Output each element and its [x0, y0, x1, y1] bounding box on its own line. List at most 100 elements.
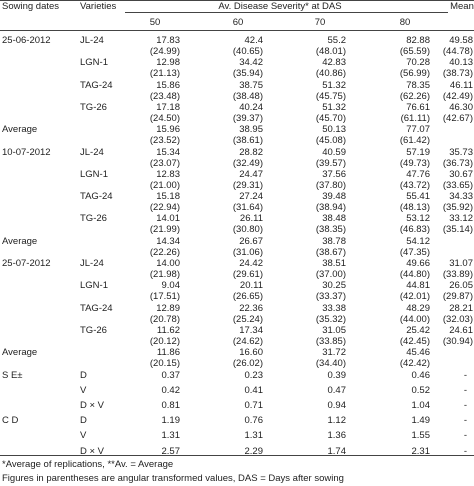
transformed-value: (49.73): [399, 157, 430, 169]
value: 82.88: [406, 35, 430, 46]
transformed-value: (37.00): [315, 269, 346, 280]
value: 15.34: [156, 146, 180, 158]
mean-transformed: (35.14): [442, 224, 473, 236]
mean: 24.61: [449, 324, 473, 336]
row-label: Average: [2, 235, 38, 247]
variety: LGN-1: [80, 168, 108, 180]
rule: [0, 30, 474, 31]
mean: 35.73: [449, 146, 473, 158]
variety: JL-24: [80, 35, 104, 46]
row-label: S E±: [2, 369, 23, 381]
mean: 30.67: [449, 168, 473, 180]
transformed-value: (39.37): [232, 112, 263, 124]
value: 1.19: [161, 415, 181, 427]
value: 70.28: [406, 57, 430, 69]
value: 14.34: [156, 235, 180, 247]
value: 1.49: [411, 415, 431, 427]
transformed-value: (34.40): [315, 358, 346, 370]
value: 57.19: [406, 146, 430, 158]
row-label: Average: [2, 347, 38, 359]
header-cell: 60: [232, 17, 244, 28]
value: 1.36: [327, 430, 347, 442]
transformed-value: (30.80): [232, 224, 263, 236]
transformed-value: (42.01): [399, 291, 430, 303]
value: 15.18: [156, 191, 180, 203]
transformed-value: (65.59): [399, 46, 430, 57]
variety: JL-24: [80, 258, 104, 269]
value: 48.29: [406, 302, 430, 314]
value: 47.76: [406, 168, 430, 180]
transformed-value: (42.45): [399, 335, 430, 347]
transformed-value: (21.13): [149, 68, 180, 80]
transformed-value: (38.48): [232, 90, 263, 102]
value: 38.75: [239, 79, 263, 91]
variety: D: [80, 369, 87, 381]
value: 1.74: [327, 445, 347, 457]
value: 9.04: [161, 280, 181, 292]
value: 25.42: [406, 324, 430, 336]
value: 0.42: [161, 384, 181, 396]
value: 0.71: [244, 399, 264, 411]
value: 38.51: [322, 258, 346, 269]
mean-transformed: (42.67): [442, 112, 473, 124]
value: 0.47: [327, 384, 347, 396]
value: 12.98: [156, 57, 180, 69]
transformed-value: (20.15): [149, 358, 180, 370]
transformed-value: (20.78): [149, 313, 180, 325]
mean: -: [463, 399, 467, 411]
transformed-value: (38.67): [315, 246, 346, 258]
value: 0.39: [327, 369, 347, 381]
value: 15.86: [156, 79, 180, 91]
value: 0.81: [161, 399, 181, 411]
header-cell: 80: [399, 17, 411, 28]
transformed-value: (21.99): [149, 224, 180, 236]
transformed-value: (44.00): [399, 313, 430, 325]
transformed-value: (24.62): [232, 335, 263, 347]
value: 78.35: [406, 79, 430, 91]
transformed-value: (23.07): [149, 157, 180, 169]
transformed-value: (22.26): [149, 246, 180, 258]
row-label: C D: [2, 415, 19, 427]
transformed-value: (22.94): [149, 202, 180, 214]
transformed-value: (33.37): [315, 291, 346, 303]
mean-transformed: (44.78): [442, 46, 473, 57]
value: 17.83: [156, 35, 180, 46]
value: 2.29: [244, 445, 264, 457]
mean-transformed: (29.87): [442, 291, 473, 303]
value: 53.12: [406, 213, 430, 225]
value: 45.46: [406, 347, 430, 359]
value: 2.31: [411, 445, 431, 457]
value: 76.61: [406, 101, 430, 113]
mean: 49.58: [449, 35, 473, 46]
value: 26.67: [239, 235, 263, 247]
value: 14.00: [156, 258, 180, 269]
value: 51.32: [322, 79, 346, 91]
transformed-value: (46.83): [399, 224, 430, 236]
mean: -: [463, 384, 467, 396]
variety: TAG-24: [80, 79, 113, 91]
mean-transformed: (30.94): [442, 335, 473, 347]
transformed-value: (24.50): [149, 112, 180, 124]
transformed-value: (35.94): [232, 68, 263, 80]
mean: 33.12: [449, 213, 473, 225]
rule: [125, 12, 448, 13]
value: 12.83: [156, 168, 180, 180]
value: 31.05: [322, 324, 346, 336]
transformed-value: (29.61): [232, 269, 263, 280]
transformed-value: (31.06): [232, 246, 263, 258]
value: 54.12: [406, 235, 430, 247]
transformed-value: (42.42): [399, 358, 430, 370]
header-cell: 70: [314, 17, 326, 28]
variety: V: [80, 384, 87, 396]
footnote: *Average of replications, **Av. = Averag…: [2, 459, 174, 470]
transformed-value: (48.13): [399, 202, 430, 214]
variety: D × V: [80, 399, 105, 411]
transformed-value: (35.32): [315, 313, 346, 325]
mean: -: [463, 369, 467, 381]
value: 24.42: [239, 258, 263, 269]
value: 38.78: [322, 235, 346, 247]
value: 55.41: [406, 191, 430, 203]
value: 0.52: [411, 384, 431, 396]
value: 49.66: [406, 258, 430, 269]
value: 0.76: [244, 415, 264, 427]
